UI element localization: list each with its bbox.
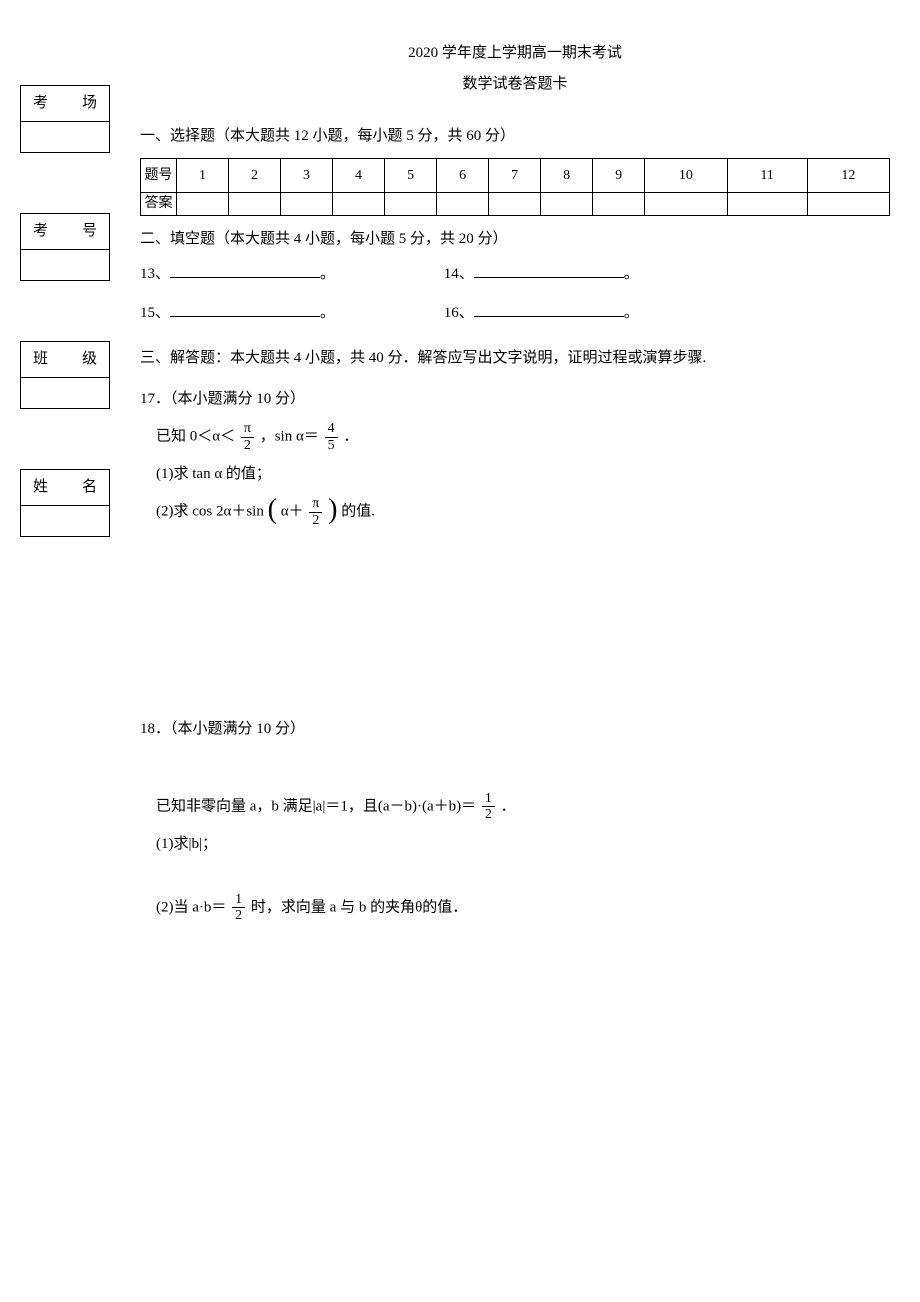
mc-answer-cell <box>593 193 645 216</box>
fill-16-label: 16、 <box>444 305 474 321</box>
exam-room-value <box>21 122 109 152</box>
q17-frac-pi2: π2 <box>241 421 254 453</box>
q18-part2-suffix: 时，求向量 a 与 b 的夹角θ的值． <box>251 899 467 915</box>
q17-part2-inner1: α＋ <box>281 503 304 519</box>
work-space-17 <box>140 542 890 702</box>
mc-answer-cell <box>281 193 333 216</box>
name-value <box>21 506 109 536</box>
mc-col: 7 <box>489 159 541 193</box>
mc-row2-label: 答案 <box>141 193 177 216</box>
q17-given: 已知 0＜α＜ π2 ，sin α＝ 45 ． <box>140 421 890 453</box>
title-line2: 数学试卷答题卡 <box>140 71 890 98</box>
mc-col: 2 <box>229 159 281 193</box>
section-3-heading: 三、解答题：本大题共 4 小题，共 40 分．解答应写出文字说明，证明过程或演算… <box>140 345 890 372</box>
name-box: 姓 名 <box>20 469 110 537</box>
title-line1: 2020 学年度上学期高一期末考试 <box>140 40 890 67</box>
problem-17: 17．（本小题满分 10 分） 已知 0＜α＜ π2 ，sin α＝ 45 ． … <box>140 386 890 528</box>
exam-number-box: 考 号 <box>20 213 110 281</box>
q17-given-suffix: ． <box>343 429 358 445</box>
problem-18: 18．（本小题满分 10 分） 已知非零向量 a，b 满足|a|＝1，且(a－b… <box>140 716 890 924</box>
fill-16-period: 。 <box>624 305 639 321</box>
mc-answer-cell <box>489 193 541 216</box>
mc-answer-row: 答案 <box>141 193 890 216</box>
mc-col: 12 <box>807 159 889 193</box>
mc-answer-cell <box>437 193 489 216</box>
fill-15-period: 。 <box>320 305 335 321</box>
multiple-choice-table: 题号 1 2 3 4 5 6 7 8 9 10 11 12 答案 <box>140 158 890 216</box>
section-2-heading: 二、填空题（本大题共 4 小题，每小题 5 分，共 20 分） <box>140 226 890 253</box>
exam-number-char2: 号 <box>82 218 97 245</box>
q17-frac-pi2b: π2 <box>309 496 322 528</box>
q17-given-prefix: 已知 0＜α＜ <box>156 429 235 445</box>
mc-answer-cell <box>541 193 593 216</box>
mc-answer-cell <box>727 193 807 216</box>
fill-blanks: 13、。 14、。 15、。 16、。 <box>140 261 890 327</box>
exam-room-box: 考 场 <box>20 85 110 153</box>
class-char1: 班 <box>33 346 48 373</box>
fill-14-period: 。 <box>624 266 639 282</box>
q18-part1: (1)求|b|； <box>140 831 890 858</box>
main-content: 2020 学年度上学期高一期末考试 数学试卷答题卡 一、选择题（本大题共 12 … <box>140 40 890 938</box>
fill-13-label: 13、 <box>140 266 170 282</box>
name-char2: 名 <box>82 474 97 501</box>
q17-title: 17．（本小题满分 10 分） <box>140 386 890 413</box>
mc-col: 1 <box>177 159 229 193</box>
exam-room-char2: 场 <box>82 90 97 117</box>
q17-frac-45: 45 <box>325 421 338 453</box>
q17-part2-suffix: 的值. <box>341 503 375 519</box>
class-value <box>21 378 109 408</box>
mc-answer-cell <box>177 193 229 216</box>
exam-number-value <box>21 250 109 280</box>
q18-line1: 已知非零向量 a，b 满足|a|＝1，且(a－b)·(a＋b)＝ 12 ． <box>140 791 890 823</box>
fill-14-label: 14、 <box>444 266 474 282</box>
mc-col: 3 <box>281 159 333 193</box>
q18-title: 18．（本小题满分 10 分） <box>140 716 890 743</box>
mc-answer-cell <box>333 193 385 216</box>
mc-col: 6 <box>437 159 489 193</box>
q18-line1-prefix: 已知非零向量 a，b 满足|a|＝1，且(a－b)·(a＋b)＝ <box>156 798 476 814</box>
q17-given-mid: ，sin α＝ <box>260 429 319 445</box>
left-sidebar: 考 场 考 号 班 级 姓 名 <box>20 40 120 938</box>
exam-number-char1: 考 <box>33 218 48 245</box>
fill-14-blank <box>474 263 624 278</box>
mc-col: 10 <box>645 159 727 193</box>
q18-line1-suffix: ． <box>501 798 516 814</box>
mc-answer-cell <box>807 193 889 216</box>
fill-16-blank <box>474 302 624 317</box>
mc-col: 8 <box>541 159 593 193</box>
q17-part2-prefix: (2)求 cos 2α＋sin <box>156 503 264 519</box>
mc-answer-cell <box>645 193 727 216</box>
mc-col: 4 <box>333 159 385 193</box>
q18-part2-prefix: (2)当 a·b＝ <box>156 899 226 915</box>
section-1-heading: 一、选择题（本大题共 12 小题，每小题 5 分，共 60 分） <box>140 123 890 150</box>
mc-col: 11 <box>727 159 807 193</box>
mc-row1-label: 题号 <box>141 159 177 193</box>
q17-part2: (2)求 cos 2α＋sin ( α＋ π2 ) 的值. <box>140 496 890 528</box>
q17-part1: (1)求 tan α 的值； <box>140 461 890 488</box>
q18-frac-12a: 12 <box>482 791 495 823</box>
name-char1: 姓 <box>33 474 48 501</box>
class-box: 班 级 <box>20 341 110 409</box>
q18-part2: (2)当 a·b＝ 12 时，求向量 a 与 b 的夹角θ的值． <box>140 892 890 924</box>
mc-answer-cell <box>385 193 437 216</box>
exam-room-char1: 考 <box>33 90 48 117</box>
mc-col: 9 <box>593 159 645 193</box>
mc-header-row: 题号 1 2 3 4 5 6 7 8 9 10 11 12 <box>141 159 890 193</box>
mc-col: 5 <box>385 159 437 193</box>
class-char2: 级 <box>82 346 97 373</box>
q18-frac-12b: 12 <box>232 892 245 924</box>
title-block: 2020 学年度上学期高一期末考试 数学试卷答题卡 <box>140 40 890 98</box>
fill-15-label: 15、 <box>140 305 170 321</box>
fill-15-blank <box>170 302 320 317</box>
fill-13-blank <box>170 263 320 278</box>
fill-13-period: 。 <box>320 266 335 282</box>
mc-answer-cell <box>229 193 281 216</box>
